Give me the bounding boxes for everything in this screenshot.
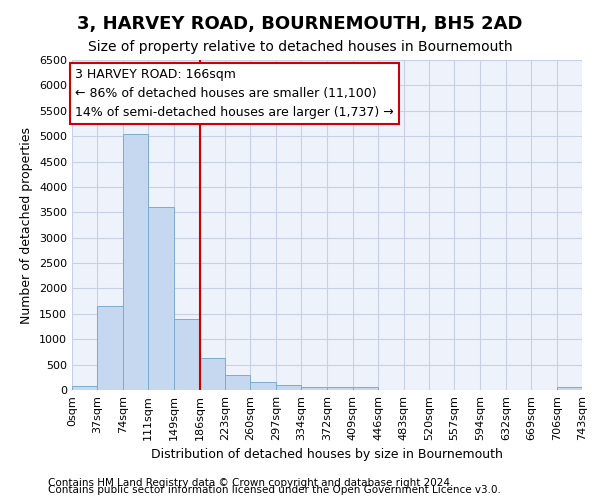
Bar [200,358,225,390]
Bar [328,388,353,390]
Bar [250,382,276,390]
X-axis label: Distribution of detached houses by size in Bournemouth: Distribution of detached houses by size … [151,448,503,462]
Bar [174,319,200,390]
Y-axis label: Number of detached properties: Number of detached properties [20,126,34,324]
Bar [276,385,301,390]
Text: Contains HM Land Registry data © Crown copyright and database right 2024.: Contains HM Land Registry data © Crown c… [48,478,454,488]
Text: 3, HARVEY ROAD, BOURNEMOUTH, BH5 2AD: 3, HARVEY ROAD, BOURNEMOUTH, BH5 2AD [77,15,523,33]
Text: Contains public sector information licensed under the Open Government Licence v3: Contains public sector information licen… [48,485,501,495]
Text: 3 HARVEY ROAD: 166sqm
← 86% of detached houses are smaller (11,100)
14% of semi-: 3 HARVEY ROAD: 166sqm ← 86% of detached … [76,68,394,118]
Bar [225,375,250,390]
Bar [148,207,174,390]
Bar [123,134,148,390]
Bar [72,386,97,390]
Bar [557,388,582,390]
Bar [301,388,328,390]
Bar [353,388,378,390]
Text: Size of property relative to detached houses in Bournemouth: Size of property relative to detached ho… [88,40,512,54]
Bar [97,306,123,390]
